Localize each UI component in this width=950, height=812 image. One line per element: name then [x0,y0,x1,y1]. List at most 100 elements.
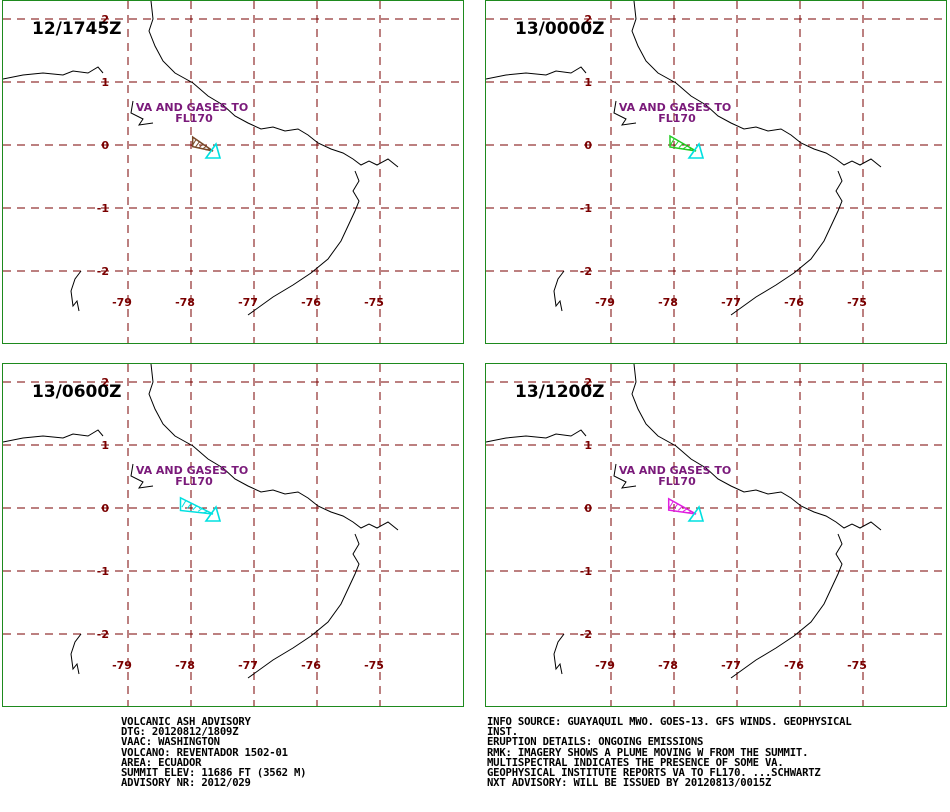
volcano-marker-icon [687,142,705,159]
va-altitude-label: FL170 [175,475,213,488]
advisory-remark: RMK: IMAGERY SHOWS A PLUME MOVING W FROM… [487,746,809,759]
map-canvas: -79 -78 -77 -76 -75 2 1 0 -1 -2 VA AND GASES TOFL1… [3,1,463,343]
forecast-time-label: 13/1200Z [515,382,605,402]
va-altitude-label: FL170 [175,112,213,125]
longitude-tick-label: -78 [658,296,678,309]
ash-plume-hatch [197,508,203,512]
coastline [3,429,104,443]
coastline [553,270,565,312]
volcano-marker-icon [204,505,222,522]
volcano-marker-icon [687,505,705,522]
longitude-tick-label: -77 [238,659,258,672]
va-altitude-label: FL170 [658,112,696,125]
advisory-info-source-cont: INST. [487,726,518,739]
advisory-next: NXT ADVISORY: WILL BE ISSUED BY 20120813… [487,777,772,790]
latitude-tick-label: -1 [580,202,592,215]
advisory-vaac: VAAC: WASHINGTON [121,736,220,749]
advisory-header: VOLCANIC ASH ADVISORY DTG: 20120812/1809… [121,716,307,790]
coastline [730,170,843,316]
va-label: VA AND GASES TO [136,101,248,114]
coastline [631,1,882,168]
coastline [613,100,637,126]
longitude-tick-label: -75 [364,659,384,672]
advisory-summit-elev: SUMMIT ELEV: 11686 FT (3562 M) [121,767,307,780]
ash-plume-hatch [687,148,692,151]
ash-plume-hatch [674,140,680,147]
ash-plume-hatch [678,143,684,148]
map-panel-1: -79 -78 -77 -76 -75 2 1 0 -1 -2 VA AND GASES TO FL1… [2,0,464,344]
longitude-tick-label: -79 [595,296,615,309]
coastline [613,463,637,489]
latitude-tick-label: 2 [584,13,592,26]
ash-plume-hatch [201,145,207,150]
longitude-tick-label: -79 [112,296,132,309]
ash-plume-hatch [186,502,192,509]
longitude-tick-label: -78 [658,659,678,672]
coastline [631,364,882,531]
coastline [130,463,154,489]
longitude-tick-label: -79 [595,659,615,672]
coastline [70,270,82,312]
latitude-tick-label: 1 [101,76,109,89]
ash-plume-hatch [682,508,688,512]
ash-plume-hatch [191,139,197,147]
latitude-tick-label: -2 [580,628,592,641]
longitude-tick-label: -75 [364,296,384,309]
longitude-tick-label: -75 [847,659,867,672]
va-altitude-label: FL170 [658,475,696,488]
map-panel-3: -79 -78 -77 -76 -75 2 1 0 -1 -2 VA AND GASES TO FL1… [2,363,464,707]
advisory-dtg: DTG: 20120812/1809Z [121,726,239,739]
map-panel-2: -79 -78 -77 -76 -75 2 1 0 -1 -2 VA AND GASES TO FL1… [485,0,947,344]
map-panel-4: -79 -78 -77 -76 -75 2 1 0 -1 -2 VA AND GASES TO FL1… [485,363,947,707]
ash-plume-hatch [668,501,674,509]
ash-plume-hatch [687,510,692,514]
latitude-tick-label: -1 [580,565,592,578]
ash-plume-hatch [181,500,187,508]
coastline [148,364,399,531]
coastline [486,66,587,80]
latitude-tick-label: 1 [584,76,592,89]
ash-plume-hatch [195,141,200,148]
coastline [130,100,154,126]
advisory-remark-cont1: MULTISPECTRAL INDICATES THE PRESENCE OF … [487,756,784,769]
coastline [3,66,104,80]
latitude-tick-label: 0 [584,502,592,515]
ash-plume-hatch [198,143,204,149]
latitude-tick-label: -1 [97,202,109,215]
ash-plume-hatch [203,510,208,514]
latitude-tick-label: 0 [101,139,109,152]
latitude-tick-label: 2 [101,376,109,389]
latitude-tick-label: -2 [97,628,109,641]
coastline [730,533,843,679]
ash-plume-hatch [673,503,679,510]
ash-plume-hatch [669,138,675,146]
latitude-tick-label: 0 [584,139,592,152]
longitude-tick-label: -76 [784,659,804,672]
advisory-remark-cont2: GEOPHYSICAL INSTITUTE REPORTS VA TO FL17… [487,767,821,780]
latitude-tick-label: 2 [584,376,592,389]
map-canvas: -79 -78 -77 -76 -75 2 1 0 -1 -2 VA AND GASES TOFL1… [3,364,463,706]
advisory-info-source: INFO SOURCE: GUAYAQUIL MWO. GOES-13. GFS… [487,716,852,728]
latitude-tick-label: 1 [584,439,592,452]
forecast-time-label: 13/0600Z [32,382,122,402]
advisory-volcano: VOLCANO: REVENTADOR 1502-01 [121,746,288,759]
coastline [247,170,360,316]
longitude-tick-label: -76 [784,296,804,309]
ash-plume-hatch [205,148,210,151]
advisory-number: ADVISORY NR: 2012/029 [121,777,251,790]
latitude-tick-label: -1 [97,565,109,578]
advisory-area: AREA: ECUADOR [121,756,202,769]
longitude-tick-label: -76 [301,296,321,309]
advisory-details: INFO SOURCE: GUAYAQUIL MWO. GOES-13. GFS… [487,716,852,790]
coastline [70,633,82,675]
forecast-time-label: 13/0000Z [515,19,605,39]
va-label: VA AND GASES TO [619,101,731,114]
va-label: VA AND GASES TO [136,464,248,477]
map-canvas: -79 -78 -77 -76 -75 2 1 0 -1 -2 VA AND GASES TOFL1… [486,1,946,343]
longitude-tick-label: -77 [238,296,258,309]
advisory-title: VOLCANIC ASH ADVISORY [121,716,251,728]
latitude-tick-label: -2 [97,265,109,278]
coastline [247,533,360,679]
latitude-tick-label: 0 [101,502,109,515]
longitude-tick-label: -76 [301,659,321,672]
